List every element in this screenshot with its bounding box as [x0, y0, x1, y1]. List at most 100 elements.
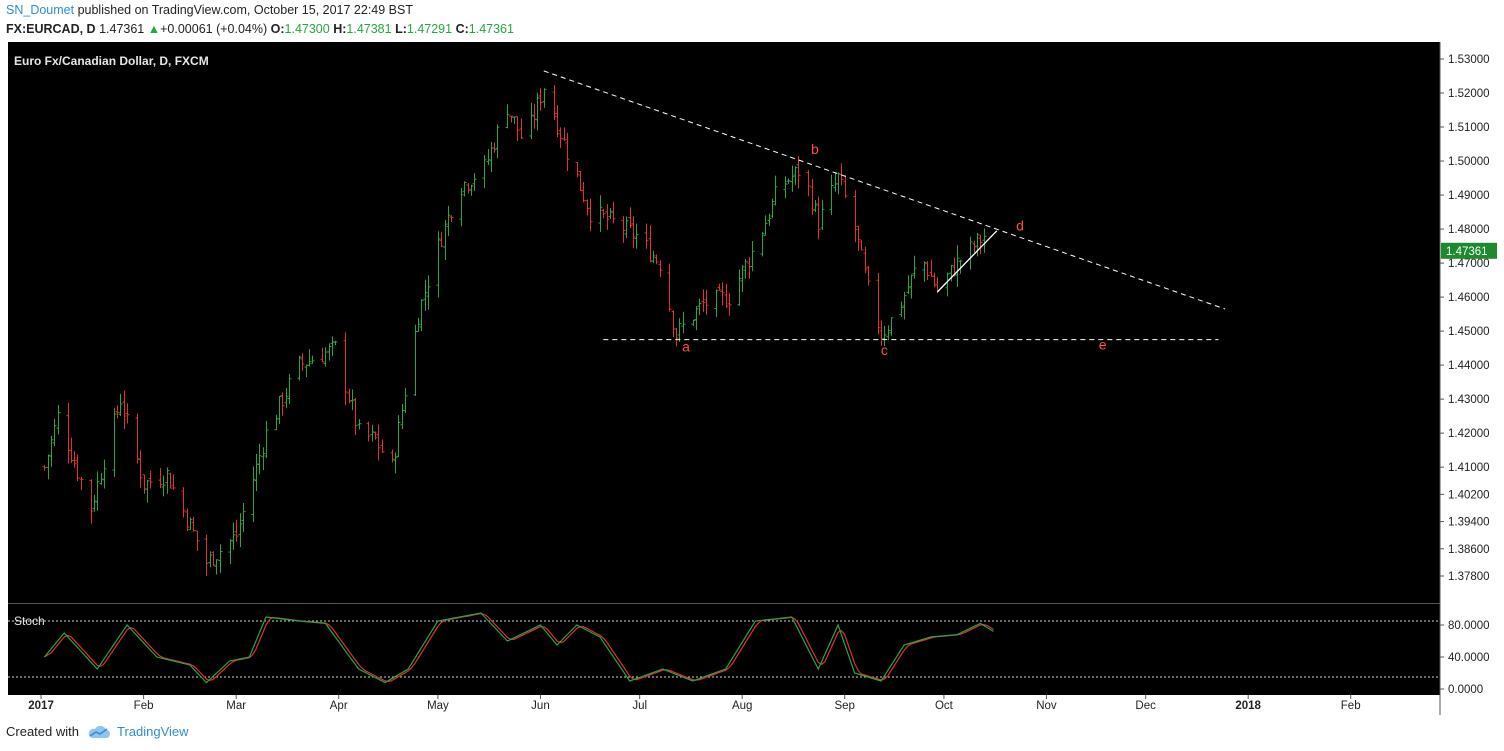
- ohlc-bar: [763, 215, 768, 236]
- ohlc-bar: [264, 420, 269, 459]
- ohlc-bar: [403, 388, 408, 414]
- ohlc-bar: [241, 502, 246, 532]
- ohlc-bar: [972, 240, 977, 253]
- ohlc-bar: [343, 332, 348, 406]
- ohlc-bar: [330, 336, 335, 357]
- ohlc-bar: [350, 389, 355, 411]
- ohlc-bar: [598, 195, 603, 233]
- ohlc-bar: [565, 132, 570, 171]
- ohlc-bar: [505, 104, 510, 129]
- ohlc-bar: [72, 451, 77, 468]
- ohlc-bar: [786, 178, 791, 184]
- ohlc-bar: [677, 318, 682, 342]
- ohlc-bar: [882, 325, 887, 347]
- ohlc-bar: [704, 289, 709, 315]
- ohlc-bar: [701, 289, 706, 313]
- tradingview-link[interactable]: TradingView: [87, 724, 189, 739]
- ohlc-bar: [469, 184, 474, 196]
- ohlc-bar: [724, 284, 729, 308]
- ohlc-bar: [767, 213, 772, 226]
- x-tick-label: May: [427, 700, 449, 712]
- price-change: +0.00061 (+0.04%): [160, 22, 268, 36]
- ohlc-bar: [419, 299, 424, 332]
- ohlc-bar: [945, 272, 950, 297]
- ohlc-bar: [75, 454, 80, 482]
- ohlc-bar: [538, 88, 543, 111]
- last-price: 1.47361: [99, 22, 145, 36]
- y-tick-label: 1.49000: [1448, 190, 1490, 202]
- x-tick-label: Oct: [935, 700, 954, 712]
- x-tick-label: 2018: [1235, 700, 1261, 712]
- ohlc-bar: [902, 291, 907, 320]
- stoch-k-line: [43, 612, 994, 684]
- ohlc-bar: [581, 181, 586, 203]
- tradingview-cloud-icon: [88, 725, 110, 738]
- ohlc-bar: [333, 340, 338, 346]
- ohlc-bar: [284, 388, 289, 409]
- y-tick-label: 1.47000: [1448, 258, 1490, 270]
- x-tick-label: 2017: [28, 700, 54, 712]
- ohlc-bar: [138, 450, 143, 488]
- ohlc-bar: [839, 163, 844, 186]
- ohlc-bar: [601, 208, 606, 219]
- y-tick-label: 1.40200: [1448, 489, 1490, 501]
- ohlc-bar: [743, 258, 748, 279]
- ohlc-bar: [353, 397, 358, 436]
- ohlc-bar: [720, 282, 725, 306]
- ohlc-bar: [820, 199, 825, 230]
- ohlc-bar: [750, 240, 755, 272]
- ohlc-bar: [909, 274, 914, 299]
- ohlc-bar: [135, 413, 140, 464]
- ohlc-bar: [161, 475, 166, 497]
- ohlc-bar: [102, 459, 107, 489]
- ohlc-bar: [608, 208, 613, 219]
- wave-label-c: c: [881, 342, 888, 358]
- close-label: C:: [455, 22, 469, 36]
- ohlc-bar: [509, 115, 514, 123]
- stoch-pane-bg: [8, 604, 1440, 695]
- ohlc-bar: [740, 265, 745, 292]
- x-tick-label: Apr: [330, 700, 348, 712]
- ohlc-bar: [115, 405, 120, 419]
- ohlc-bar: [327, 343, 332, 361]
- ohlc-bar: [443, 220, 448, 261]
- ohlc-bar: [955, 245, 960, 288]
- high-value: 1.47381: [346, 22, 392, 36]
- ohlc-bar: [658, 260, 663, 277]
- ohlc-bar: [770, 198, 775, 219]
- ohlc-bar: [932, 272, 937, 288]
- ohlc-bar: [79, 477, 84, 490]
- ohlc-bar: [181, 487, 186, 518]
- ohlc-bar: [99, 472, 104, 485]
- last-price-badge: [1441, 242, 1497, 259]
- ohlc-bar: [922, 261, 927, 282]
- ohlc-bar: [92, 494, 97, 512]
- ohlc-bar: [56, 405, 61, 435]
- ohlc-bar: [783, 176, 788, 199]
- ohlc-bar: [357, 419, 362, 430]
- ohlc-bar: [575, 162, 580, 178]
- open-value: 1.47300: [284, 22, 330, 36]
- ohlc-bar: [148, 470, 153, 489]
- ohlc-bar: [555, 104, 560, 138]
- y-tick-label: 1.41000: [1448, 462, 1490, 474]
- ohlc-bar: [605, 204, 610, 230]
- publisher-link[interactable]: SN_Doumet: [6, 3, 75, 17]
- ohlc-bar: [214, 559, 219, 575]
- ohlc-bar: [370, 424, 375, 442]
- ohlc-bar: [492, 142, 497, 153]
- ohlc-bar: [631, 216, 636, 249]
- close-value: 1.47361: [468, 22, 514, 36]
- ohlc-bar: [118, 393, 123, 417]
- ohlc-bar: [323, 347, 328, 367]
- ohlc-bar: [168, 472, 173, 489]
- ohlc-bar: [112, 408, 117, 477]
- footer: Created with TradingView: [6, 724, 189, 739]
- up-arrow-icon: ▲: [147, 22, 161, 36]
- ohlc-bar: [558, 127, 563, 149]
- ohlc-bar: [446, 205, 451, 237]
- ohlc-bar: [958, 259, 963, 274]
- y-tick-label: 1.45000: [1448, 326, 1490, 338]
- wedge-line: [936, 230, 998, 293]
